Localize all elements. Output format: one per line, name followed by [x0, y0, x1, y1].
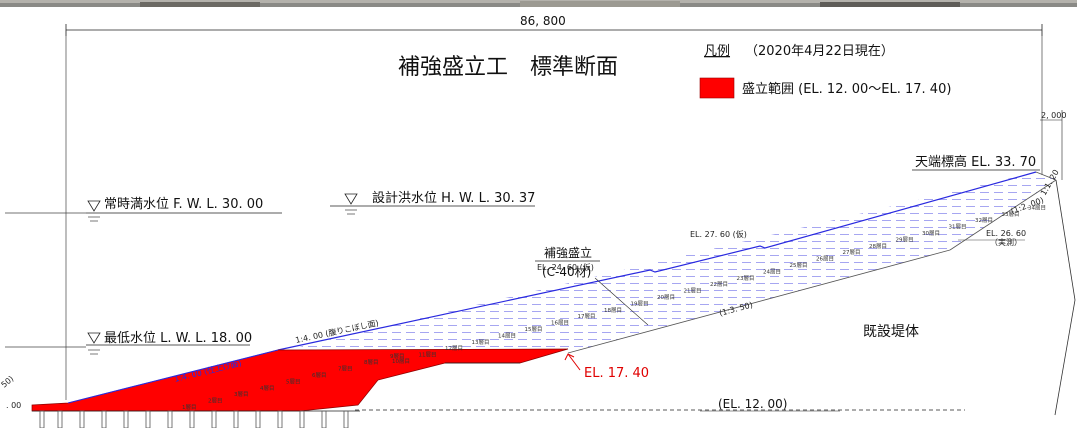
layer-label: 27層目: [843, 249, 861, 256]
layer-label: 32層目: [975, 217, 993, 224]
el-26-60-note: （実測）: [990, 237, 1022, 247]
layer-label: 13層目: [472, 339, 490, 346]
reference-lines: [65, 30, 1063, 400]
layer-label: 19層目: [631, 300, 649, 307]
layer-label: 8層目: [364, 359, 379, 366]
legend-date: （2020年4月22日現在）: [745, 44, 894, 59]
el-27-60-label: EL. 27. 60 (仮): [690, 229, 747, 239]
el-17-40-callout: EL. 17. 40: [564, 353, 649, 381]
layer-label: 9層目: [390, 353, 405, 360]
crest-elevation-label: 天端標高 EL. 33. 70: [915, 154, 1036, 170]
layer-label: 6層目: [312, 372, 327, 379]
layer-label: 25層目: [790, 262, 808, 269]
total-width-dimension: 86, 800: [65, 14, 1043, 36]
layer-label: 16層目: [551, 320, 569, 327]
layer-label: 2層目: [208, 398, 223, 405]
layer-label: 30層目: [922, 230, 940, 237]
layer-label: 22層目: [710, 281, 728, 288]
red-layer-labels: 1層目 2層目 3層目 4層目 5層目 6層目 7層目 8層目 9層目: [182, 353, 405, 411]
layer-label: 24層目: [763, 268, 781, 275]
layer-label: 4層目: [260, 385, 275, 392]
layer-label: 14層目: [498, 332, 516, 339]
existing-dam-body: [355, 179, 1076, 416]
layer-label: 29層目: [896, 236, 914, 243]
legend: 凡例 （2020年4月22日現在） 盛立範囲 (EL. 12. 00～EL. 1…: [699, 44, 951, 99]
layer-label: 3層目: [234, 391, 249, 398]
left-edge-labels: 50) . 00: [0, 374, 21, 410]
layer-label: 34層目: [1028, 204, 1046, 211]
photo-strip: [0, 0, 1077, 7]
layer-label: 18層目: [604, 307, 622, 314]
legend-header: 凡例: [704, 44, 730, 59]
layer-label: 33層目: [1002, 211, 1020, 218]
el-17-40-label: EL. 17. 40: [584, 366, 649, 381]
reinforced-fill-label: 補強盛立: [544, 245, 592, 260]
edge-label-a: 50): [0, 374, 15, 389]
crest-width-label: 2, 000: [1041, 111, 1066, 120]
blue-layer-labels: 10層目 11層目 12層目 13層目 14層目 15層目 16層目 17層目 18層目 19層目…: [392, 204, 1046, 365]
water-level-low: 最低水位 L. W. L. 18. 00: [5, 331, 252, 355]
water-level-flood: 設計洪水位 H. W. L. 30. 37: [330, 190, 535, 215]
layer-label: 26層目: [816, 256, 834, 263]
water-level-low-label: 最低水位 L. W. L. 18. 00: [104, 331, 252, 346]
water-level-normal-label: 常時満水位 F. W. L. 30. 00: [104, 197, 263, 212]
crest-width-dimension: 2, 000: [1040, 111, 1066, 121]
legend-swatch: [699, 77, 735, 99]
drawing-title: 補強盛立工 標準断面: [398, 55, 618, 80]
el-26-60-label: EL. 26. 60: [986, 229, 1026, 238]
layer-label: 20層目: [657, 294, 675, 301]
existing-body-label: 既設堤体: [863, 324, 919, 340]
layer-label: 15層目: [525, 326, 543, 333]
layer-label: 11層目: [419, 352, 437, 359]
layer-label: 5層目: [286, 378, 301, 385]
water-level-normal: 常時満水位 F. W. L. 30. 00: [5, 197, 282, 222]
layer-label: 17層目: [578, 313, 596, 320]
water-level-flood-label: 設計洪水位 H. W. L. 30. 37: [372, 190, 535, 206]
layer-label: 7層目: [338, 366, 353, 373]
legend-item-label: 盛立範囲 (EL. 12. 00～EL. 17. 40): [742, 82, 951, 97]
reinforced-fill-annotation: 補強盛立 (C-40材): [535, 245, 649, 326]
layer-label: 1層目: [182, 404, 197, 411]
edge-label-b: . 00: [6, 401, 21, 410]
el-12-00-label: (EL. 12. 00): [718, 397, 787, 411]
layer-label: 12層目: [445, 345, 463, 352]
layer-label: 28層目: [869, 243, 887, 250]
el-24-60-label: EL. 24. 60 (仮): [537, 262, 594, 272]
layer-label: 21層目: [684, 288, 702, 295]
material-label: (C-40材): [542, 265, 591, 279]
reinforced-fill-zone: [277, 171, 1057, 354]
foundation-piles: [32, 410, 360, 429]
total-width-label: 86, 800: [520, 14, 566, 28]
layer-label: 31層目: [949, 224, 967, 231]
layer-label: 23層目: [737, 275, 755, 282]
layer-label: 10層目: [392, 358, 410, 365]
